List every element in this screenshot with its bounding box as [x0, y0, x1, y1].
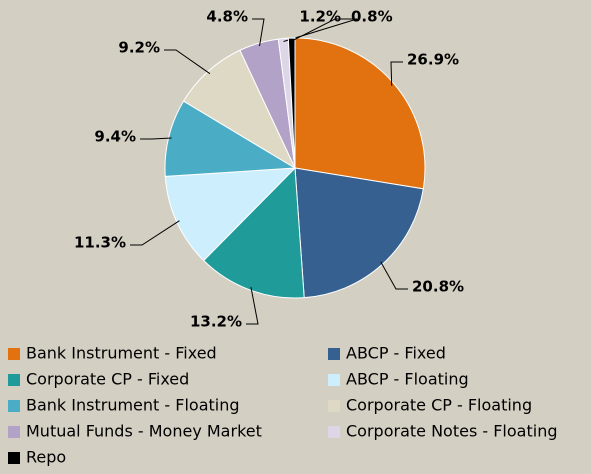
leader-line — [380, 261, 408, 290]
data-label: 26.9% — [407, 51, 459, 69]
data-label: 1.2% — [299, 8, 341, 26]
legend-swatch — [328, 400, 340, 412]
leader-line — [140, 137, 172, 140]
legend-swatch — [8, 452, 20, 464]
leader-line — [291, 18, 347, 42]
leader-line — [283, 18, 358, 42]
leader-line — [164, 49, 211, 75]
pie-slice — [287, 37, 296, 169]
leader-line — [130, 220, 180, 246]
legend-label: Bank Instrument - Fixed — [26, 344, 217, 363]
data-label: 4.8% — [206, 8, 248, 26]
legend-swatch — [8, 426, 20, 438]
legend-label: Corporate CP - Fixed — [26, 370, 189, 389]
pie-slice — [294, 37, 426, 190]
data-label: 11.3% — [74, 234, 126, 252]
legend-label: Repo — [26, 448, 66, 467]
legend-swatch — [328, 348, 340, 360]
data-label: 0.8% — [351, 8, 393, 26]
leader-line — [246, 287, 259, 325]
legend-swatch — [328, 426, 340, 438]
legend-label: Corporate Notes - Floating — [346, 422, 557, 441]
legend-swatch — [328, 374, 340, 386]
legend-label: ABCP - Floating — [346, 370, 469, 389]
data-label: 20.8% — [412, 278, 464, 296]
legend-label: Mutual Funds - Money Market — [26, 422, 262, 441]
legend-label: Bank Instrument - Floating — [26, 396, 240, 415]
pie-slice — [294, 167, 424, 299]
pie-slice — [202, 166, 305, 299]
data-label: 9.4% — [94, 128, 136, 146]
data-label: 13.2% — [190, 313, 242, 331]
pie-slice — [182, 49, 297, 170]
legend-label: ABCP - Fixed — [346, 344, 446, 363]
legend-swatch — [8, 348, 20, 360]
legend-swatch — [8, 374, 20, 386]
legend-label: Corporate CP - Floating — [346, 396, 532, 415]
pie-slice — [164, 100, 297, 177]
legend-swatch — [8, 400, 20, 412]
data-label: 9.2% — [118, 39, 160, 57]
leader-line — [390, 61, 403, 86]
leader-line — [252, 18, 265, 47]
